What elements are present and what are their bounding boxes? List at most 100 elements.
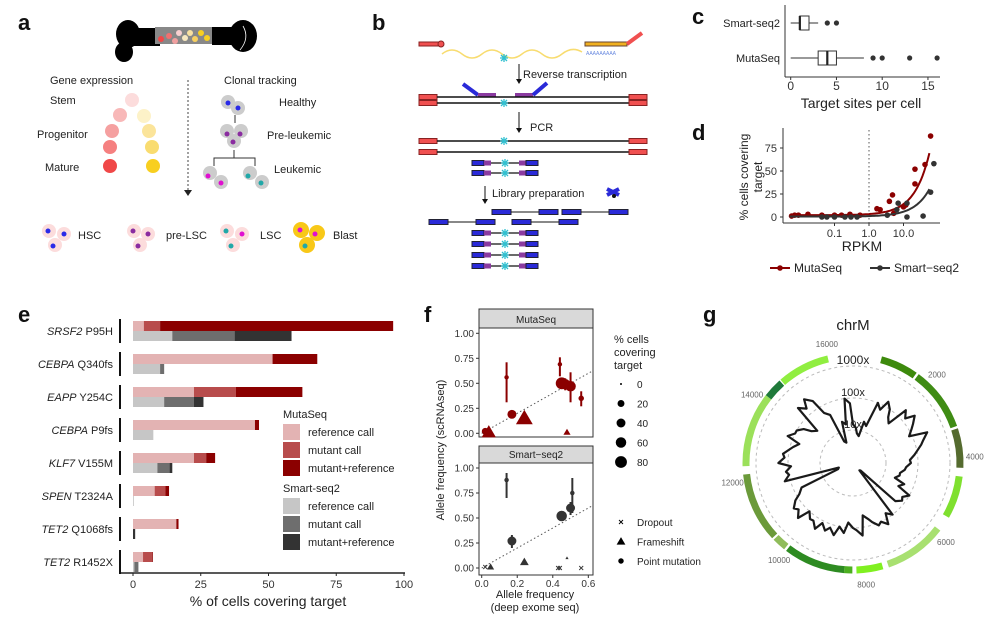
- c-x-tick-label: 10: [876, 79, 890, 93]
- e-bar-segment: [157, 463, 170, 473]
- d-y-tick-label: 25: [765, 189, 777, 201]
- g-gene-segment: [780, 355, 830, 385]
- clone-leukemic-label: Leukemic: [274, 164, 322, 176]
- d-point: [904, 214, 910, 220]
- differentiation-arch: [103, 93, 160, 173]
- d-point: [912, 181, 918, 187]
- d-point: [912, 166, 918, 172]
- f-x-tick-label: 0.0: [475, 579, 489, 590]
- g-position-label: 2000: [928, 370, 946, 379]
- e-bar-segment: [133, 496, 134, 506]
- e-legend-swatch: [283, 498, 300, 514]
- e-category-label: SPEN T2324A: [42, 491, 114, 503]
- e-bar-segment: [133, 519, 177, 529]
- f-point-mutation-marker: [618, 558, 624, 564]
- e-variant-name: P95H: [82, 326, 113, 338]
- f-size-legend-key: [617, 400, 625, 407]
- e-legend-label: mutant call: [308, 445, 361, 457]
- e-variant-name: R1452X: [70, 557, 113, 569]
- c-outlier: [934, 55, 940, 61]
- d-point: [884, 212, 891, 218]
- e-bar-segment: [133, 397, 165, 407]
- e-gene-name: KLF7: [49, 458, 76, 470]
- f-facet-panel: [478, 327, 594, 438]
- g-ring-label: 100x: [841, 387, 865, 399]
- d-y-axis-title-line2: target: [751, 161, 765, 192]
- f-size-legend-key: [616, 418, 626, 428]
- e-legend-title: Smart-seq2: [283, 483, 340, 495]
- f-frameshift-marker: [563, 428, 571, 435]
- d-x-tick-label: 10.0: [893, 228, 914, 240]
- c-outlier: [824, 20, 830, 26]
- e-bar-segment: [133, 331, 173, 341]
- panel-f-faceted-scatter: Allele frequency (deep exome seq) Allele…: [435, 308, 701, 614]
- f-size-legend-label: 40: [637, 419, 649, 430]
- e-category-label: TET2 Q1068fs: [41, 524, 113, 536]
- f-shape-legend-label: Dropout: [637, 518, 673, 529]
- panel-b-diagram: AAAAAAAAA Reverse transcription PCR Libr…: [418, 31, 648, 270]
- g-position-label: 12000: [721, 479, 744, 488]
- f-dropout-marker: [557, 565, 563, 571]
- panel-label-f: f: [424, 302, 432, 327]
- g-gene-segment: [742, 395, 772, 467]
- f-point-mutation-marker: [565, 381, 576, 392]
- step-reverse-transcription: Reverse transcription: [523, 69, 627, 81]
- e-category-label: SRSF2 P95H: [47, 326, 113, 338]
- e-x-tick-label: 75: [330, 579, 342, 591]
- e-variant-name: Q340fs: [74, 359, 113, 371]
- f-reference-line: [481, 505, 593, 569]
- f-frameshift-marker: [481, 425, 496, 438]
- e-category-label: KLF7 V155M: [49, 458, 113, 470]
- tagmentation-enzyme-icon: [606, 187, 620, 198]
- f-y-tick-label: 0.75: [455, 354, 475, 365]
- g-coverage-ring: [755, 365, 951, 561]
- d-point: [889, 192, 896, 198]
- blast-label: Blast: [333, 230, 357, 242]
- d-y-axis-title-line1: % cells covering: [737, 134, 751, 221]
- e-legend-title: MutaSeq: [283, 409, 327, 421]
- e-bar-segment: [254, 420, 260, 430]
- f-x-tick-label: 0.2: [510, 579, 524, 590]
- e-legend-swatch: [283, 516, 300, 532]
- f-dropout-marker: [578, 565, 584, 571]
- d-point: [920, 213, 926, 219]
- f-size-legend-label: 20: [637, 400, 649, 411]
- d-point: [895, 200, 901, 206]
- d-y-tick-label: 0: [771, 212, 777, 224]
- panel-a-diagram: Gene expression Clonal tracking Stem Pro…: [37, 20, 357, 253]
- hsc-label: HSC: [78, 230, 101, 242]
- d-point: [842, 214, 848, 220]
- e-bar-segment: [151, 552, 153, 562]
- primer: [418, 41, 440, 47]
- f-point-mutation-marker: [504, 375, 509, 380]
- g-position-label: 16000: [816, 340, 839, 349]
- e-variant-name: Y254C: [77, 392, 114, 404]
- f-shape-legend-label: Frameshift: [637, 538, 684, 549]
- d-y-tick-label: 50: [765, 166, 777, 178]
- mrna-strand: [441, 48, 583, 59]
- g-position-label: 6000: [937, 538, 955, 547]
- e-bar-segment: [272, 354, 318, 364]
- e-legend-swatch: [283, 424, 300, 440]
- f-x-tick-label: 0.6: [581, 579, 595, 590]
- f-frameshift-marker: [515, 409, 533, 425]
- e-gene-name: SRSF2: [47, 326, 82, 338]
- g-gene-segment: [765, 380, 785, 400]
- f-point-mutation-marker: [566, 503, 576, 513]
- c-outlier: [879, 55, 885, 61]
- e-category-label: TET2 R1452X: [43, 557, 113, 569]
- e-bar-segment: [133, 562, 135, 572]
- e-category-label: CEBPA Q340fs: [38, 359, 114, 371]
- e-bar-segment: [154, 486, 166, 496]
- cell-type-lsc: LSC: [220, 224, 281, 252]
- d-y-tick-label: 75: [765, 143, 777, 155]
- e-bar-segment: [160, 364, 165, 374]
- d-point: [886, 198, 893, 205]
- e-bar-segment: [133, 430, 154, 440]
- g-gene-segment: [942, 475, 963, 518]
- c-x-tick-label: 0: [787, 79, 794, 93]
- c-outlier: [833, 20, 840, 26]
- e-legend-label: reference call: [308, 501, 374, 513]
- f-y-tick-label: 0.25: [455, 404, 475, 415]
- e-gene-name: CEBPA: [51, 425, 87, 437]
